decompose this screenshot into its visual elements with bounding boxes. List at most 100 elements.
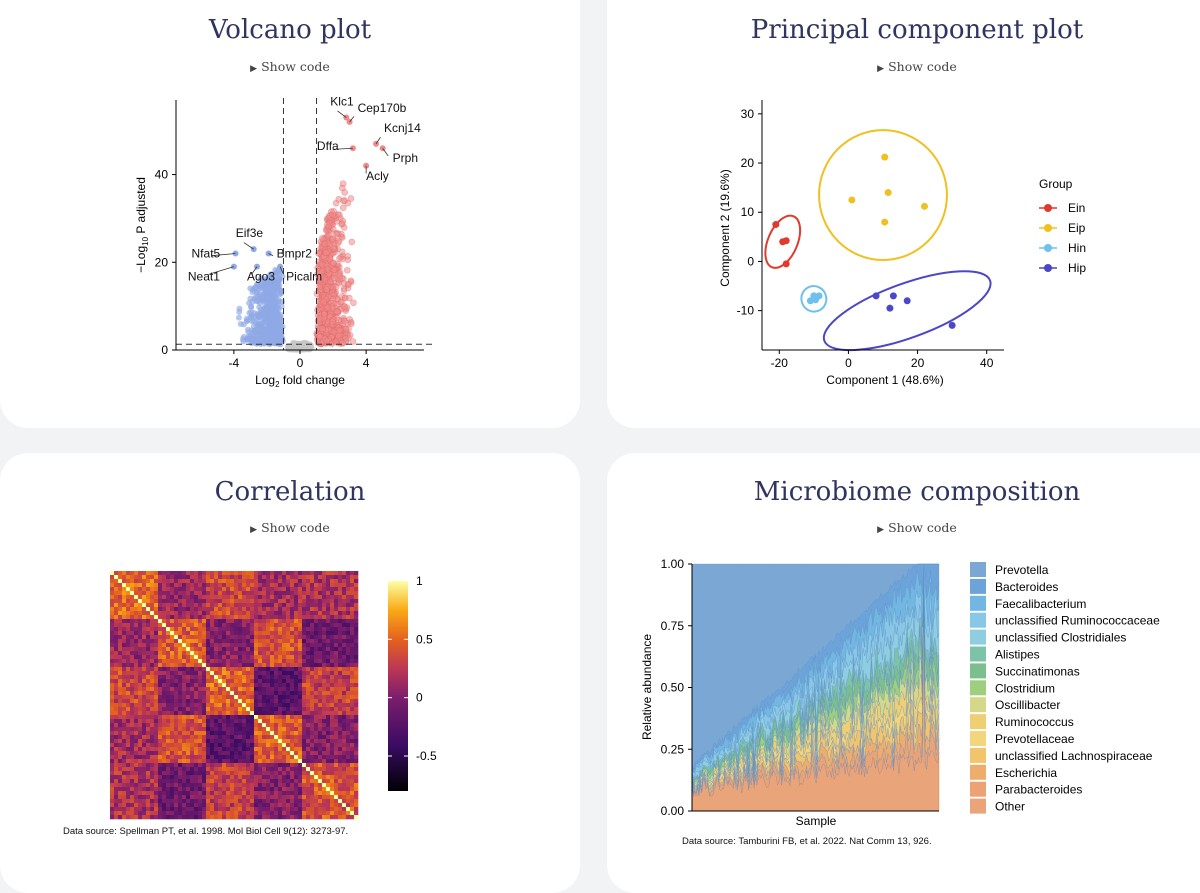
heatmap-cell	[186, 687, 190, 691]
heatmap-cell	[122, 727, 126, 731]
heatmap-cell	[298, 651, 302, 655]
heatmap-cell	[134, 611, 138, 615]
heatmap-cell	[262, 695, 266, 699]
heatmap-cell	[114, 575, 118, 579]
heatmap-cell	[170, 675, 174, 679]
heatmap-cell	[318, 743, 322, 747]
heatmap-cell	[342, 627, 346, 631]
heatmap-cell	[302, 599, 306, 603]
heatmap-cell	[130, 635, 134, 639]
heatmap-cell	[318, 627, 322, 631]
heatmap-cell	[114, 683, 118, 687]
heatmap-cell	[334, 595, 338, 599]
heatmap-cell	[262, 751, 266, 755]
heatmap-cell	[234, 727, 238, 731]
heatmap-cell	[202, 727, 206, 731]
heatmap-cell	[238, 663, 242, 667]
heatmap-cell	[146, 655, 150, 659]
heatmap-cell	[334, 579, 338, 583]
heatmap-cell	[306, 731, 310, 735]
heatmap-cell	[230, 743, 234, 747]
heatmap-cell	[266, 651, 270, 655]
heatmap-cell	[214, 663, 218, 667]
heatmap-cell	[350, 651, 354, 655]
heatmap-cell	[338, 699, 342, 703]
heatmap-cell	[146, 607, 150, 611]
heatmap-cell	[254, 623, 258, 627]
heatmap-cell	[342, 727, 346, 731]
heatmap-cell	[150, 695, 154, 699]
heatmap-cell	[330, 747, 334, 751]
heatmap-cell	[282, 587, 286, 591]
heatmap-cell	[222, 735, 226, 739]
heatmap-cell	[250, 671, 254, 675]
gene-label-leader	[337, 111, 346, 118]
heatmap-cell	[234, 647, 238, 651]
heatmap-cell	[222, 627, 226, 631]
heatmap-cell	[182, 587, 186, 591]
heatmap-cell	[174, 663, 178, 667]
heatmap-cell	[282, 583, 286, 587]
heatmap-cell	[242, 719, 246, 723]
heatmap-cell	[326, 579, 330, 583]
heatmap-cell	[214, 671, 218, 675]
heatmap-cell	[266, 699, 270, 703]
heatmap-cell	[154, 639, 158, 643]
heatmap-cell	[250, 747, 254, 751]
heatmap-cell	[146, 743, 150, 747]
heatmap-cell	[162, 571, 166, 575]
heatmap-cell	[162, 647, 166, 651]
heatmap-cell	[234, 619, 238, 623]
heatmap-cell	[322, 759, 326, 763]
heatmap-cell	[318, 671, 322, 675]
heatmap-cell	[262, 691, 266, 695]
heatmap-cell	[174, 667, 178, 671]
heatmap-cell	[258, 627, 262, 631]
heatmap-cell	[146, 599, 150, 603]
heatmap-cell	[246, 647, 250, 651]
gene-point-up	[320, 326, 326, 332]
heatmap-cell	[302, 711, 306, 715]
heatmap-cell	[298, 723, 302, 727]
heatmap-cell	[250, 639, 254, 643]
heatmap-cell	[346, 755, 350, 759]
heatmap-cell	[322, 607, 326, 611]
heatmap-cell	[230, 759, 234, 763]
heatmap-cell	[166, 679, 170, 683]
heatmap-cell	[222, 723, 226, 727]
heatmap-cell	[302, 703, 306, 707]
heatmap-cell	[118, 703, 122, 707]
heatmap-cell	[330, 731, 334, 735]
heatmap-cell	[174, 751, 178, 755]
heatmap-cell	[338, 631, 342, 635]
heatmap-cell	[290, 619, 294, 623]
heatmap-cell	[274, 695, 278, 699]
heatmap-cell	[302, 751, 306, 755]
heatmap-cell	[254, 639, 258, 643]
heatmap-cell	[242, 683, 246, 687]
heatmap-cell	[302, 707, 306, 711]
heatmap-cell	[282, 643, 286, 647]
heatmap-cell	[214, 575, 218, 579]
heatmap-cell	[122, 679, 126, 683]
heatmap-cell	[262, 591, 266, 595]
heatmap-cell	[210, 759, 214, 763]
heatmap-cell	[346, 603, 350, 607]
heatmap-cell	[262, 667, 266, 671]
heatmap-cell	[274, 751, 278, 755]
heatmap-cell	[286, 591, 290, 595]
heatmap-cell	[354, 663, 358, 667]
heatmap-cell	[114, 663, 118, 667]
heatmap-cell	[322, 691, 326, 695]
heatmap-cell	[118, 743, 122, 747]
heatmap-cell	[218, 695, 222, 699]
heatmap-cell	[170, 731, 174, 735]
heatmap-cell	[146, 727, 150, 731]
heatmap-cell	[290, 643, 294, 647]
heatmap-cell	[162, 675, 166, 679]
heatmap-cell	[110, 639, 114, 643]
heatmap-cell	[174, 647, 178, 651]
heatmap-cell	[326, 627, 330, 631]
heatmap-cell	[354, 643, 358, 647]
heatmap-cell	[130, 631, 134, 635]
